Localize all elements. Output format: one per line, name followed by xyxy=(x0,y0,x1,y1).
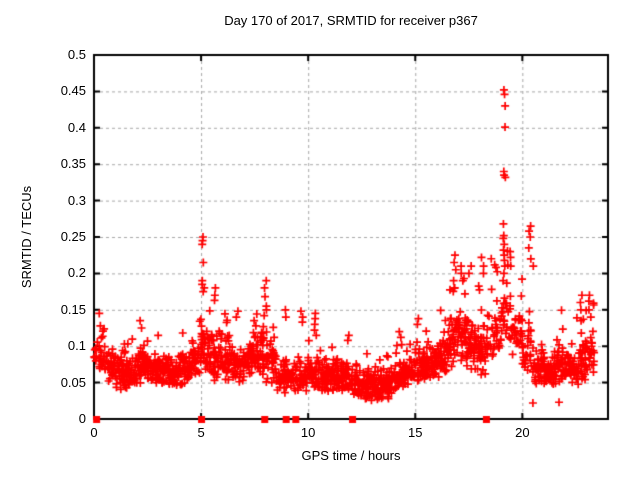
x-tick-label: 0 xyxy=(90,425,98,440)
x-tick-label: 10 xyxy=(300,425,316,440)
x-axis-label: GPS time / hours xyxy=(301,448,401,463)
y-tick-label: 0.15 xyxy=(60,301,86,317)
y-tick-label: 0.05 xyxy=(60,374,86,390)
chart-title: Day 170 of 2017, SRMTID for receiver p36… xyxy=(224,13,478,28)
y-tick-label: 0.25 xyxy=(60,229,86,244)
y-tick-label: 0.45 xyxy=(60,83,86,99)
y-tick-label: 0.2 xyxy=(67,265,86,281)
y-tick-label: 0.35 xyxy=(60,156,86,172)
y-tick-label: 0.3 xyxy=(67,192,86,208)
y-tick-label: 0.4 xyxy=(67,119,86,135)
x-tick-label: 15 xyxy=(408,425,423,440)
x-tick-label: 5 xyxy=(197,425,205,440)
y-tick-label: 0 xyxy=(78,411,86,426)
y-axis-label: SRMTID / TECUs xyxy=(19,185,34,289)
x-tick-label: 20 xyxy=(515,425,530,440)
y-tick-label: 0.5 xyxy=(67,47,86,62)
y-tick-label: 0.1 xyxy=(67,338,86,354)
